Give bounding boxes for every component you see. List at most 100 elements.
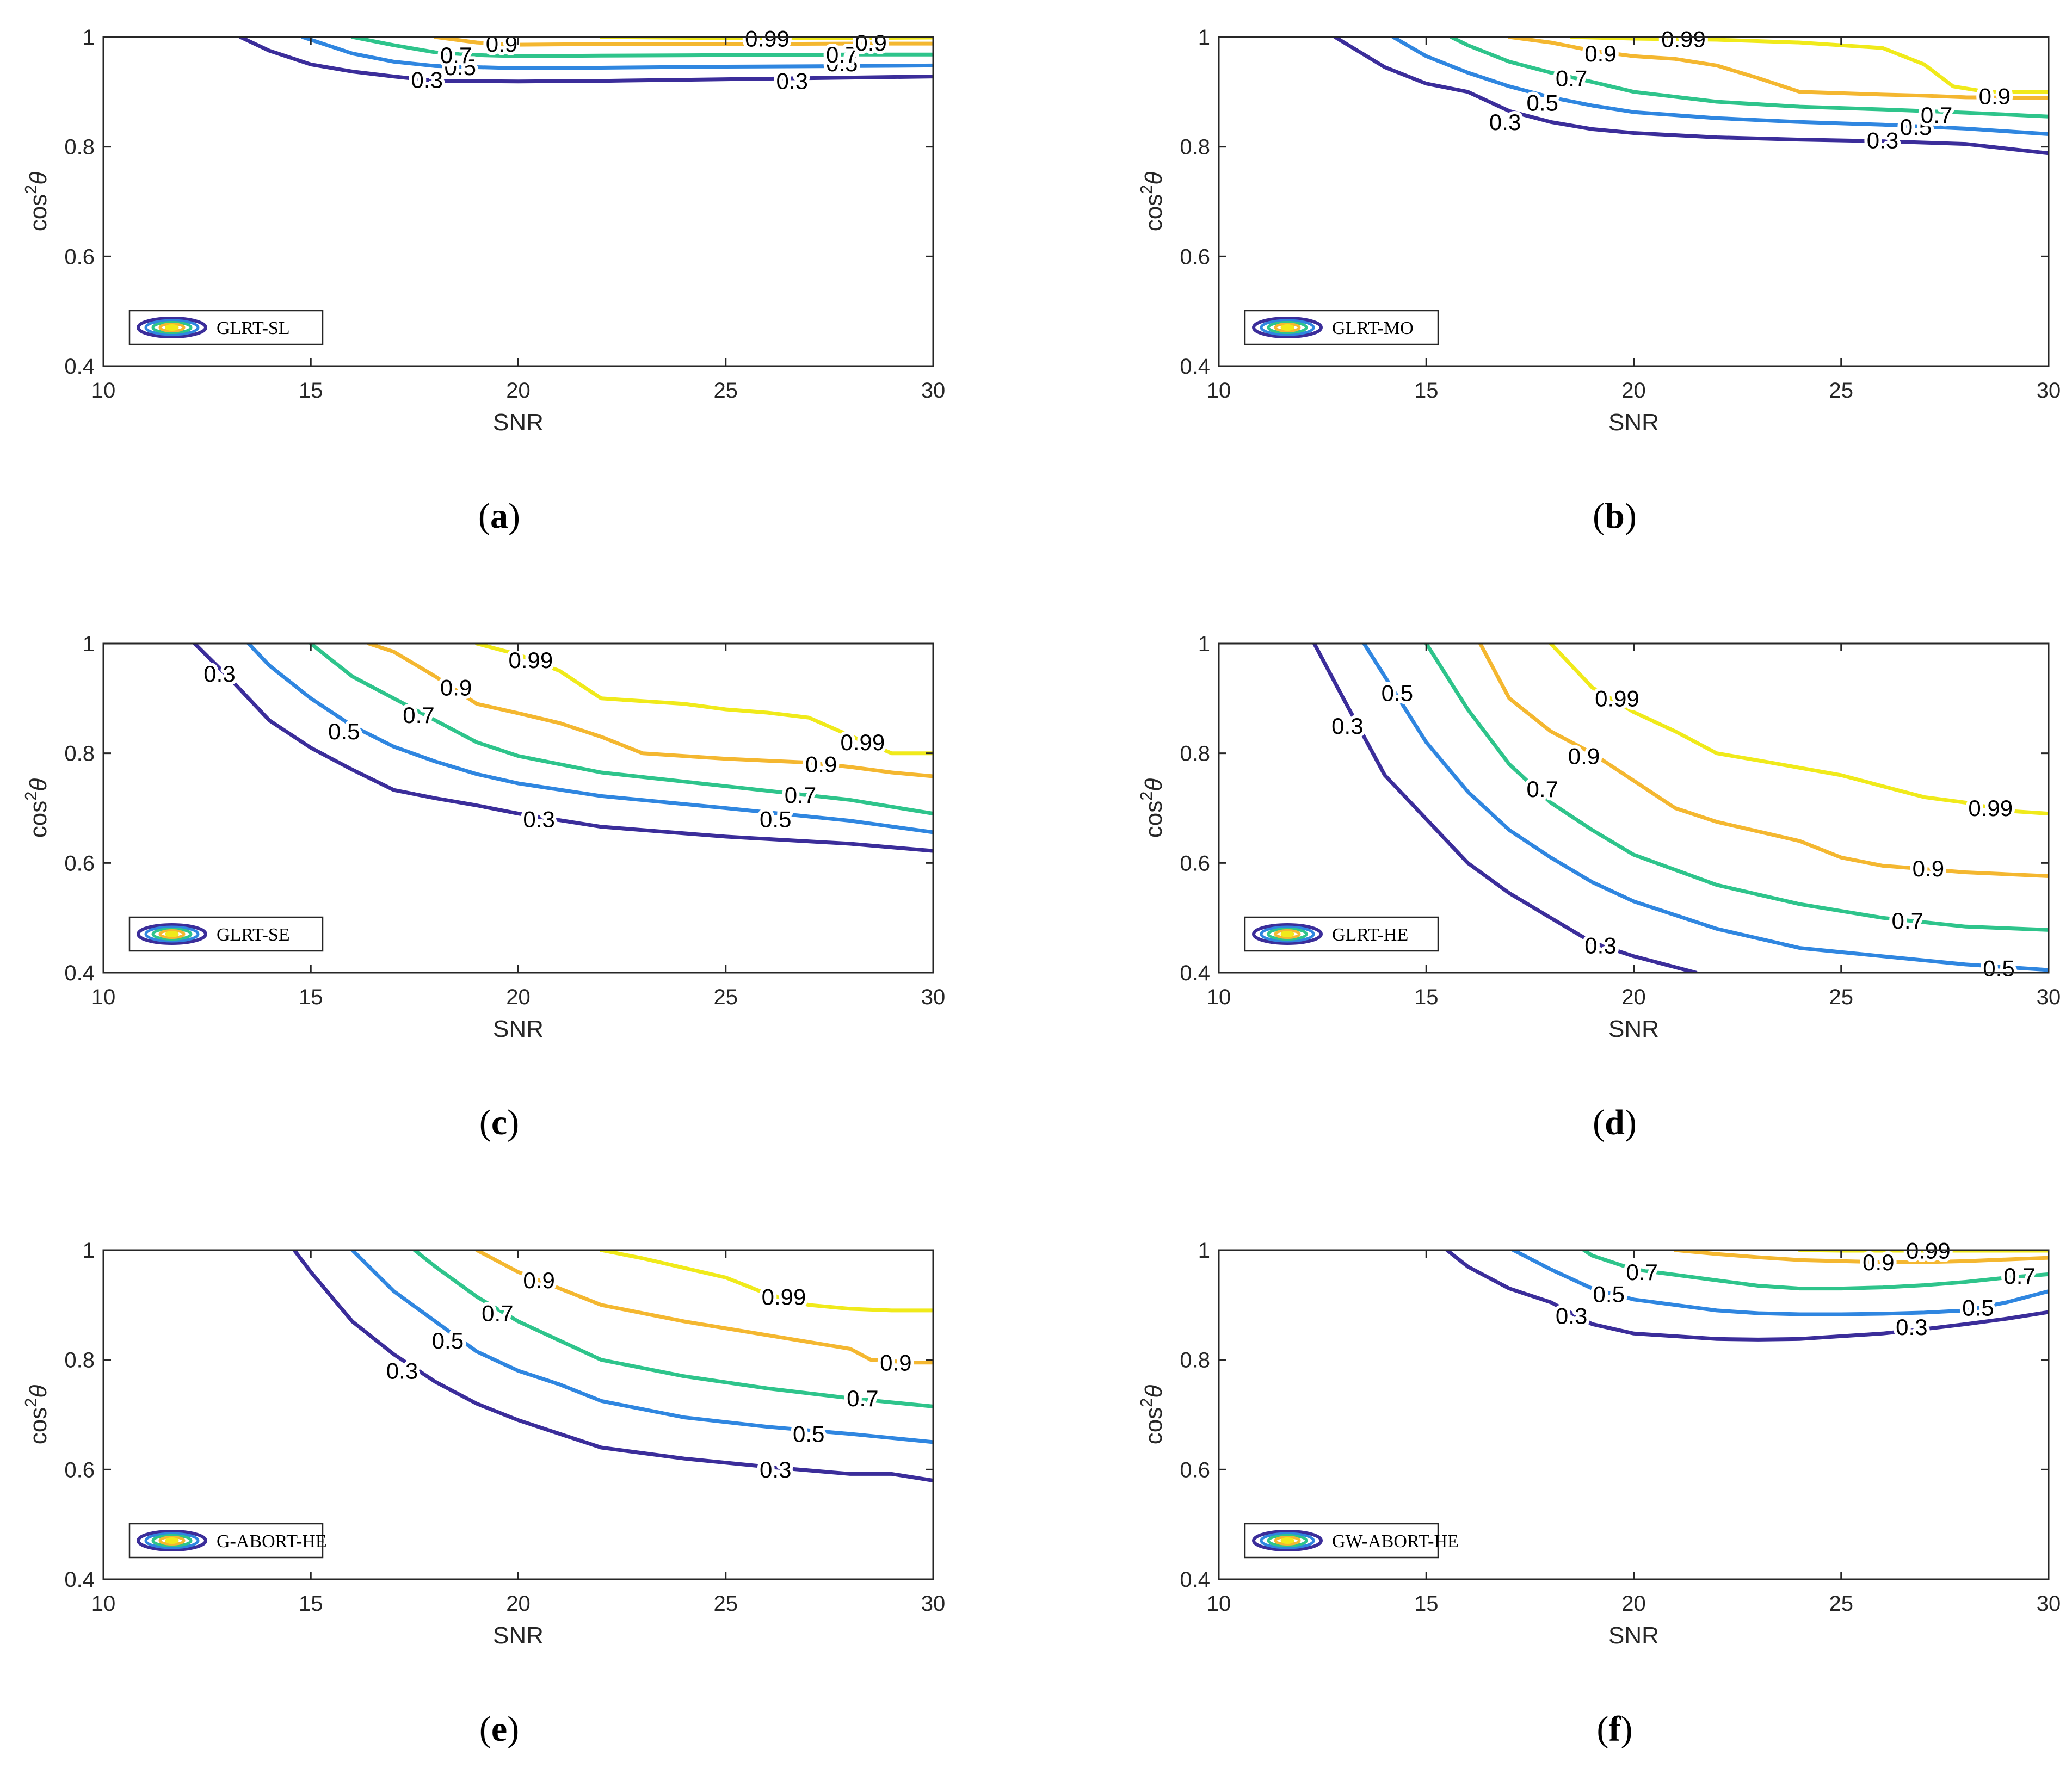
legend: GLRT-HE [1244,916,1439,952]
contour-label: 0.5 [793,1421,824,1446]
x-tick-label: 20 [1621,985,1646,1009]
contour-line-0_7 [1424,644,2049,932]
contour-label: 0.5 [1382,680,1413,706]
contour-lines [193,644,933,853]
y-tick-label: 0.4 [64,961,95,985]
contour-label: 0.3 [203,661,235,687]
legend-ellipse [151,1534,193,1547]
contour-ellipse-icon [137,923,207,945]
contour-line-0_7 [1449,37,2049,119]
x-tick-label: 10 [91,985,116,1009]
contour-ellipse-icon [137,317,207,338]
y-tick-label: 0.6 [1180,851,1210,875]
contour-line-0_3 [1445,1250,2049,1342]
panel-caption: (d) [1593,1103,1637,1142]
legend-label: GLRT-HE [1332,925,1408,945]
x-axis-label: SNR [1608,409,1659,436]
x-tick-label: 25 [1829,379,1854,403]
legend-ellipse [158,929,186,939]
contour-ellipse-icon [1252,317,1323,338]
legend-ellipse [1252,1530,1323,1551]
contour-line-0_7 [412,1250,933,1408]
x-tick-label: 25 [1829,985,1854,1009]
legend-ellipse [1260,319,1315,336]
contour-line-0_7 [1582,1250,2049,1291]
x-tick-label: 20 [506,985,531,1009]
x-axis-label: SNR [493,409,544,436]
y-tick-label: 0.8 [64,742,95,766]
contour-label: 0.7 [403,702,434,728]
x-tick-label: 25 [714,379,738,403]
x-tick-label: 30 [2037,985,2061,1009]
contour-lines [1333,37,2049,156]
contour-label: 0.9 [1913,856,1944,881]
contour-label: 0.7 [1892,908,1923,934]
contour-lines [1312,644,2049,973]
contour-label: 0.99 [1968,795,2013,821]
contour-line-0_9 [1673,1250,2049,1264]
legend-box [128,310,324,345]
contour-line-0_99 [474,644,933,756]
contour-label: 0.99 [762,1284,806,1309]
contour-label: 0.7 [1527,776,1558,802]
x-tick-label: 15 [1414,1592,1439,1616]
contour-line-0_5 [1511,1250,2049,1316]
y-axis-label: cos2θ [1137,778,1167,838]
contour-label: 0.7 [847,1386,878,1411]
contour-line-0_99 [1569,37,2049,94]
x-tick-label: 15 [299,1592,323,1616]
contour-label: 0.5 [1593,1281,1625,1307]
legend-ellipse [151,928,193,941]
x-tick-label: 20 [1621,379,1646,403]
legend-ellipse [144,925,200,943]
x-tick-label: 15 [299,379,323,403]
legend-ellipse [1280,324,1294,331]
contour-line-0_7 [350,37,933,58]
legend-label: GW-ABORT-HE [1332,1531,1459,1551]
x-tick-label: 15 [1414,985,1439,1009]
contour-label: 0.9 [1584,41,1616,66]
x-tick-label: 15 [1414,379,1439,403]
legend-ellipse [165,1537,179,1544]
x-tick-label: 25 [714,985,738,1009]
legend: G-ABORT-HE [128,1523,327,1559]
legend-ellipse [165,324,179,331]
y-tick-label: 1 [83,26,95,50]
contour-line-0_3 [292,1250,933,1482]
contour-label: 0.7 [440,42,472,68]
contour-label: 0.5 [1983,956,2014,981]
contour-label: 0.3 [760,1457,791,1482]
contour-line-0_9 [1478,644,2049,878]
contour-lines [238,37,933,84]
legend-ellipse [1267,1534,1308,1547]
contour-label: 0.3 [776,68,808,94]
contour-line-0_7 [309,644,933,816]
contour-line-0_99 [599,1250,933,1313]
legend-label: GLRT-SL [217,318,290,338]
contour-label: 0.5 [826,51,858,76]
legend-ellipse [158,1536,186,1546]
contour-label: 0.9 [855,30,886,55]
x-tick-label: 25 [714,1592,738,1616]
contour-label: 0.9 [1979,84,2011,109]
legend-label: G-ABORT-HE [217,1531,327,1551]
y-axis-label: cos2θ [21,172,52,232]
y-tick-label: 0.8 [1180,1349,1210,1373]
legend-ellipse [137,923,207,945]
contour-label: 0.7 [826,42,858,67]
legend-ellipse [1260,1532,1315,1549]
contour-lines [292,1250,933,1482]
contour-label: 0.9 [880,1350,911,1375]
legend-ellipse [137,1530,207,1551]
x-axis-label: SNR [1608,1016,1659,1042]
y-tick-label: 0.8 [64,135,95,159]
legend-ellipse [144,319,200,336]
x-tick-label: 30 [921,985,946,1009]
y-tick-label: 0.4 [1180,1568,1210,1592]
legend-label: GLRT-SE [217,925,290,945]
x-tick-label: 20 [1621,1592,1646,1616]
y-axis-label: cos2θ [1137,1385,1167,1445]
y-tick-label: 1 [83,632,95,656]
y-tick-label: 1 [1198,632,1210,656]
x-tick-label: 30 [921,1592,946,1616]
